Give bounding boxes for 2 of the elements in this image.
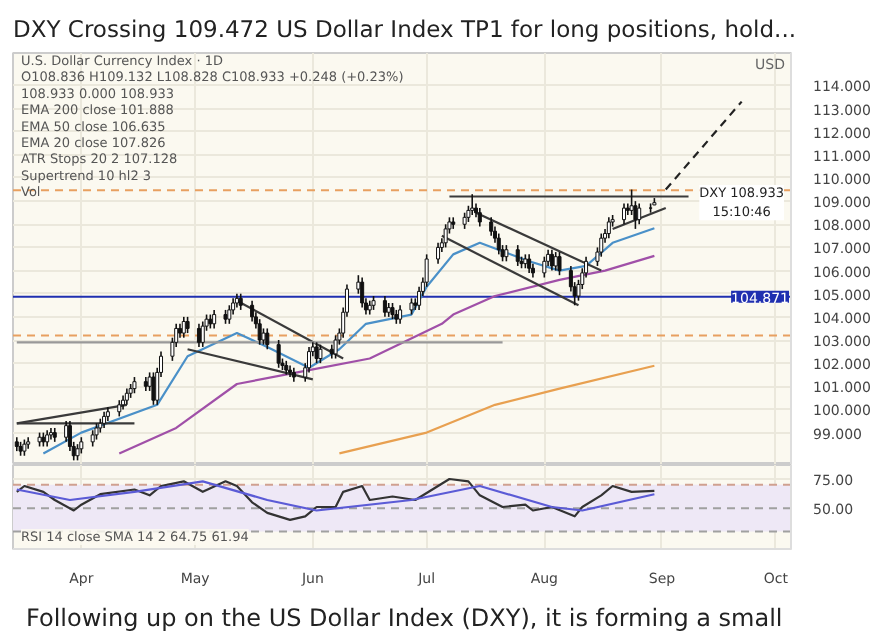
chart-title: DXY Crossing 109.472 US Dollar Index TP1 for long positions, hold...	[13, 15, 796, 43]
text: Following up on the US Dollar Index (DXY), it is forming a small	[26, 602, 783, 636]
